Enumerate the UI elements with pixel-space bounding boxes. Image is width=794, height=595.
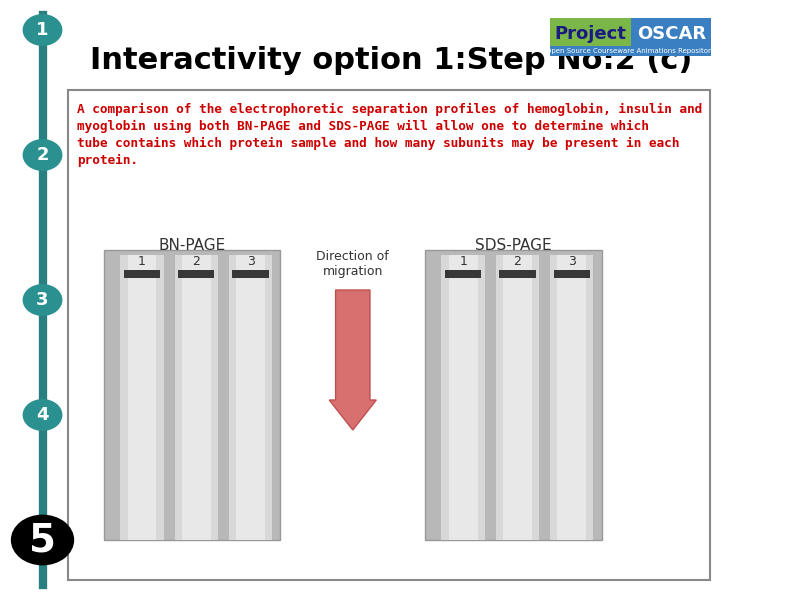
Bar [175,255,218,540]
Bar [631,18,711,56]
Ellipse shape [11,515,74,565]
Text: 1: 1 [459,255,467,268]
Text: myoglobin using both BN-PAGE and SDS-PAGE will allow one to determine which: myoglobin using both BN-PAGE and SDS-PAG… [77,120,649,133]
Ellipse shape [22,284,63,316]
Text: 3: 3 [247,255,255,268]
Bar [557,255,586,540]
Bar [229,255,272,540]
Bar [553,270,590,278]
Bar [178,270,214,278]
Text: tube contains which protein sample and how many subunits may be present in each: tube contains which protein sample and h… [77,137,679,150]
Bar [104,250,280,540]
Bar [499,270,535,278]
Bar [233,270,268,278]
Text: 4: 4 [37,406,48,424]
Text: 2: 2 [514,255,522,268]
Text: 1: 1 [37,21,48,39]
FancyArrow shape [330,290,376,430]
Text: Direction of
migration: Direction of migration [316,250,389,278]
Ellipse shape [22,14,63,46]
Bar [441,255,485,540]
Bar [124,270,160,278]
Ellipse shape [22,399,63,431]
Bar [67,90,710,580]
Bar [550,18,631,56]
Bar [503,255,532,540]
Bar [182,255,210,540]
Bar [425,250,602,540]
Bar [236,255,265,540]
Text: 5: 5 [29,521,56,559]
Text: 2: 2 [192,255,200,268]
Text: 3: 3 [37,291,48,309]
Text: OSCAR: OSCAR [637,25,706,43]
Text: A comparison of the electrophoretic separation profiles of hemoglobin, insulin a: A comparison of the electrophoretic sepa… [77,103,702,116]
Bar [550,255,593,540]
Bar [449,255,478,540]
Text: SDS-PAGE: SDS-PAGE [475,238,552,253]
Bar [495,255,539,540]
Ellipse shape [22,139,63,171]
Text: 3: 3 [568,255,576,268]
Text: Project: Project [555,25,626,43]
Text: Open Source Courseware Animations Repository: Open Source Courseware Animations Reposi… [546,48,715,54]
Bar [550,46,711,56]
Bar [445,270,481,278]
Text: Interactivity option 1:Step No:2 (c): Interactivity option 1:Step No:2 (c) [91,45,693,74]
Text: 2: 2 [37,146,48,164]
Bar [128,255,156,540]
Bar [336,290,370,400]
Text: BN-PAGE: BN-PAGE [159,238,225,253]
Text: protein.: protein. [77,154,138,167]
Text: 1: 1 [138,255,146,268]
Bar [121,255,164,540]
